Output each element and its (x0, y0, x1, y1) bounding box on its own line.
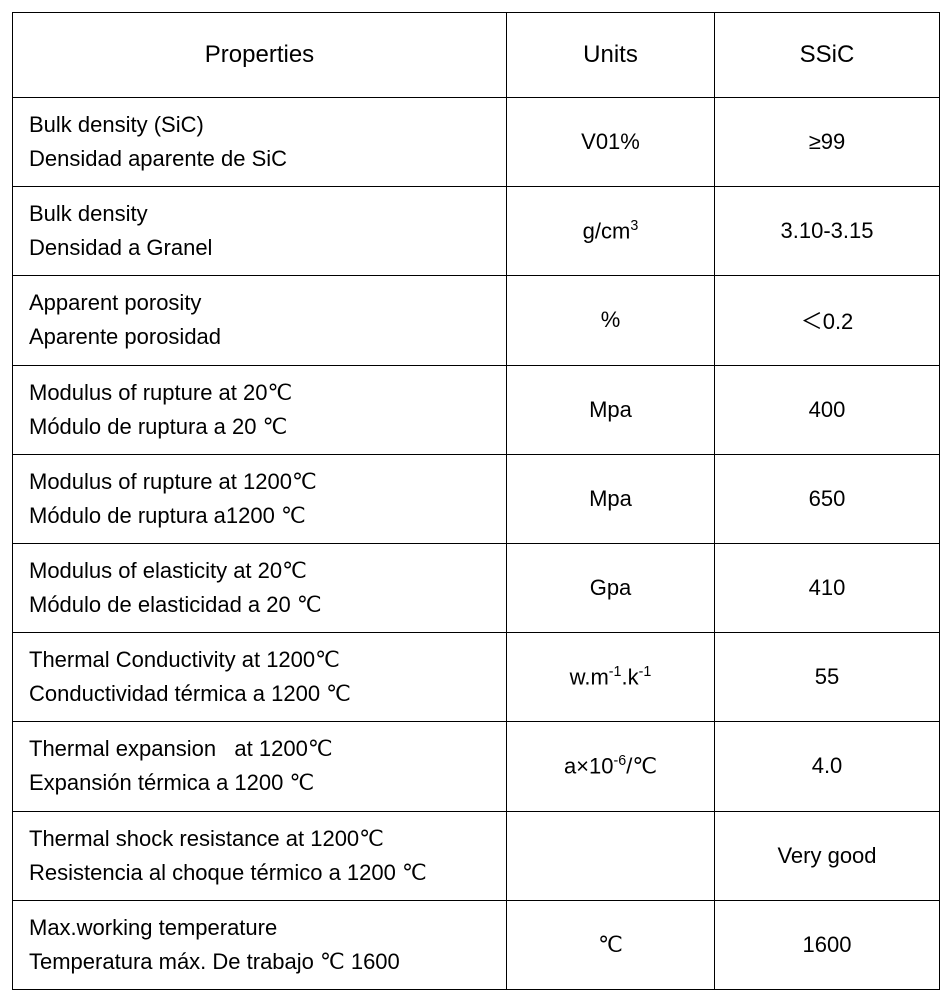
property-en: Max.working temperature (29, 911, 490, 945)
property-es: Expansión térmica a 1200 ℃ (29, 766, 490, 800)
property-es: Módulo de ruptura a1200 ℃ (29, 499, 490, 533)
units-cell: V01% (507, 98, 715, 187)
units-cell: % (507, 276, 715, 365)
property-en: Thermal expansion at 1200℃ (29, 732, 490, 766)
property-es: Módulo de elasticidad a 20 ℃ (29, 588, 490, 622)
ssic-cell: ≥99 (715, 98, 940, 187)
property-es: Resistencia al choque térmico a 1200 ℃ (29, 856, 490, 890)
property-en: Bulk density (29, 197, 490, 231)
property-es: Aparente porosidad (29, 320, 490, 354)
property-cell: Bulk densityDensidad a Granel (13, 187, 507, 276)
ssic-cell: 400 (715, 365, 940, 454)
property-en: Modulus of rupture at 1200℃ (29, 465, 490, 499)
units-cell: Gpa (507, 543, 715, 632)
units-cell: w.m-1.k-1 (507, 633, 715, 722)
table-row: Apparent porosityAparente porosidad%＜0.2 (13, 276, 940, 365)
property-cell: Bulk density (SiC)Densidad aparente de S… (13, 98, 507, 187)
col-header-properties: Properties (13, 13, 507, 98)
property-en: Modulus of elasticity at 20℃ (29, 554, 490, 588)
property-cell: Thermal shock resistance at 1200℃Resiste… (13, 811, 507, 900)
ssic-cell: 55 (715, 633, 940, 722)
property-cell: Thermal expansion at 1200℃Expansión térm… (13, 722, 507, 811)
units-cell: Mpa (507, 365, 715, 454)
table-row: Modulus of rupture at 20℃Módulo de ruptu… (13, 365, 940, 454)
ssic-cell: 3.10-3.15 (715, 187, 940, 276)
property-es: Temperatura máx. De trabajo ℃ 1600 (29, 945, 490, 979)
table-row: Modulus of elasticity at 20℃Módulo de el… (13, 543, 940, 632)
property-en: Thermal shock resistance at 1200℃ (29, 822, 490, 856)
ssic-cell: 4.0 (715, 722, 940, 811)
property-cell: Modulus of elasticity at 20℃Módulo de el… (13, 543, 507, 632)
table-row: Bulk density (SiC)Densidad aparente de S… (13, 98, 940, 187)
property-en: Bulk density (SiC) (29, 108, 490, 142)
property-es: Conductividad térmica a 1200 ℃ (29, 677, 490, 711)
table-row: Thermal Conductivity at 1200℃Conductivid… (13, 633, 940, 722)
units-cell: ℃ (507, 900, 715, 989)
property-cell: Modulus of rupture at 20℃Módulo de ruptu… (13, 365, 507, 454)
table-row: Thermal shock resistance at 1200℃Resiste… (13, 811, 940, 900)
units-cell: a×10-6/℃ (507, 722, 715, 811)
table-body: Bulk density (SiC)Densidad aparente de S… (13, 98, 940, 990)
table-row: Thermal expansion at 1200℃Expansión térm… (13, 722, 940, 811)
property-es: Densidad aparente de SiC (29, 142, 490, 176)
units-cell: g/cm3 (507, 187, 715, 276)
ssic-cell: 410 (715, 543, 940, 632)
col-header-units: Units (507, 13, 715, 98)
property-es: Módulo de ruptura a 20 ℃ (29, 410, 490, 444)
property-en: Thermal Conductivity at 1200℃ (29, 643, 490, 677)
units-cell: Mpa (507, 454, 715, 543)
property-cell: Thermal Conductivity at 1200℃Conductivid… (13, 633, 507, 722)
table-header-row: Properties Units SSiC (13, 13, 940, 98)
ssic-cell: Very good (715, 811, 940, 900)
col-header-ssic: SSiC (715, 13, 940, 98)
property-cell: Apparent porosityAparente porosidad (13, 276, 507, 365)
table-row: Bulk densityDensidad a Granelg/cm33.10-3… (13, 187, 940, 276)
ssic-cell: 650 (715, 454, 940, 543)
property-cell: Max.working temperatureTemperatura máx. … (13, 900, 507, 989)
properties-table: Properties Units SSiC Bulk density (SiC)… (12, 12, 940, 990)
ssic-cell: 1600 (715, 900, 940, 989)
ssic-cell: ＜0.2 (715, 276, 940, 365)
table-row: Max.working temperatureTemperatura máx. … (13, 900, 940, 989)
property-en: Apparent porosity (29, 286, 490, 320)
property-en: Modulus of rupture at 20℃ (29, 376, 490, 410)
property-cell: Modulus of rupture at 1200℃Módulo de rup… (13, 454, 507, 543)
property-es: Densidad a Granel (29, 231, 490, 265)
units-cell (507, 811, 715, 900)
table-row: Modulus of rupture at 1200℃Módulo de rup… (13, 454, 940, 543)
